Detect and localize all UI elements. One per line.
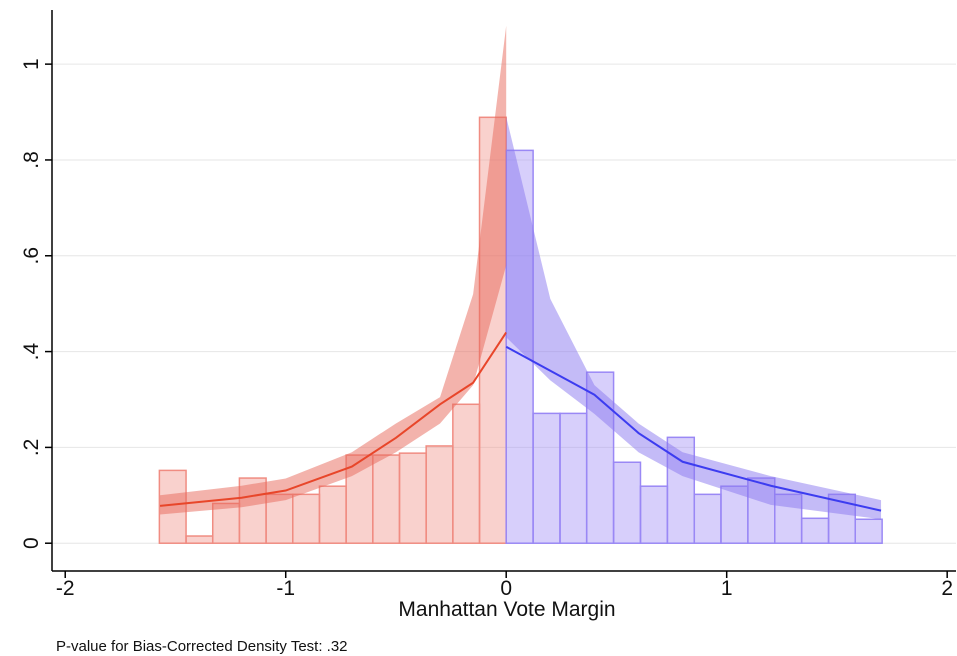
x-tick-label: 2 bbox=[941, 577, 953, 600]
histogram-bar bbox=[452, 403, 481, 544]
histogram-bar bbox=[185, 535, 214, 544]
histogram-bar bbox=[693, 493, 722, 544]
histogram-bar bbox=[372, 454, 401, 544]
histogram-bar bbox=[398, 452, 427, 544]
histogram-bar bbox=[800, 517, 830, 544]
x-tick-label: -2 bbox=[56, 577, 75, 600]
histogram-bar bbox=[292, 493, 321, 544]
y-tick-label: .4 bbox=[20, 343, 43, 361]
histogram-bar bbox=[425, 445, 454, 544]
histogram-bar bbox=[639, 485, 669, 544]
y-tick-label: .6 bbox=[20, 247, 43, 265]
histogram-bar bbox=[532, 412, 561, 544]
y-tick-label: .2 bbox=[20, 439, 43, 457]
fit-line bbox=[159, 331, 508, 507]
histogram-bar bbox=[612, 461, 642, 544]
y-tick-label: .8 bbox=[20, 151, 43, 169]
histogram-bar bbox=[559, 412, 588, 544]
y-tick-label: 0 bbox=[20, 537, 43, 549]
x-axis-label: Manhattan Vote Margin bbox=[398, 598, 615, 621]
x-tick-label: 1 bbox=[721, 577, 733, 600]
histogram-bar bbox=[318, 485, 347, 544]
histogram-bar bbox=[854, 518, 883, 544]
x-tick-label: 0 bbox=[500, 577, 512, 600]
y-tick-label: 1 bbox=[20, 58, 43, 70]
x-tick-label: -1 bbox=[276, 577, 295, 600]
fit-line bbox=[505, 345, 882, 512]
note: P-value for Bias-Corrected Density Test:… bbox=[56, 638, 348, 655]
